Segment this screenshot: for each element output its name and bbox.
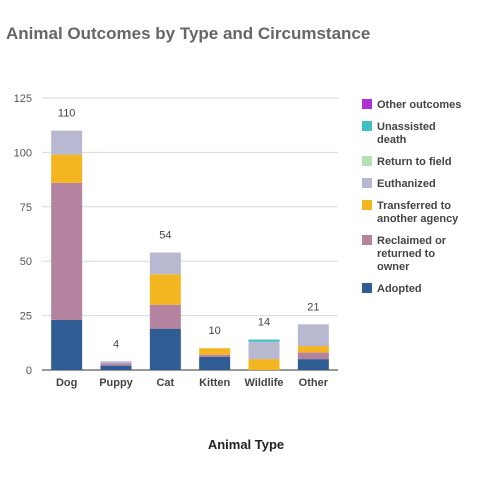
bar-segment-transferred-to-another-agency bbox=[199, 348, 231, 355]
bar-total-label: 110 bbox=[58, 108, 76, 120]
legend-label-transferred-to-another-agency: Transferred to another agency bbox=[377, 200, 459, 225]
x-tick-label: Wildlife bbox=[244, 377, 283, 389]
y-tick-label: 125 bbox=[14, 93, 32, 105]
legend-label-other-outcomes: Other outcomes bbox=[377, 99, 461, 111]
bar-segment-reclaimed-or-returned-to-owner bbox=[297, 352, 329, 360]
y-tick-label: 50 bbox=[20, 256, 32, 268]
bar-total-label: 10 bbox=[209, 325, 221, 337]
x-tick-label: Other bbox=[299, 377, 329, 389]
legend-swatch-transferred-to-another-agency bbox=[362, 200, 372, 210]
bar-segment-euthanized bbox=[248, 341, 280, 360]
legend-swatch-reclaimed-or-returned-to-owner bbox=[362, 235, 372, 245]
bar-segment-unassisted-death bbox=[248, 339, 280, 342]
x-tick-label: Kitten bbox=[199, 377, 230, 389]
bar-segment-euthanized bbox=[297, 324, 329, 347]
legend-swatch-other-outcomes bbox=[362, 99, 372, 109]
bar-segment-transferred-to-another-agency bbox=[297, 346, 329, 353]
legend-label-unassisted-death: Unassisted death bbox=[377, 121, 436, 146]
y-tick-label: 25 bbox=[20, 311, 32, 323]
legend-label-return-to-field: Return to field bbox=[377, 156, 452, 168]
bar-total-label: 21 bbox=[307, 301, 319, 313]
x-tick-label: Cat bbox=[156, 377, 174, 389]
bar-segment-adopted bbox=[199, 356, 231, 370]
bar-segment-transferred-to-another-agency bbox=[248, 359, 280, 370]
legend-label-reclaimed-or-returned-to-owner: Reclaimed or returned to owner bbox=[377, 235, 447, 273]
legend-swatch-unassisted-death bbox=[362, 121, 372, 131]
bar-segment-transferred-to-another-agency bbox=[149, 274, 181, 305]
legend-swatch-return-to-field bbox=[362, 156, 372, 166]
bar-segment-reclaimed-or-returned-to-owner bbox=[199, 354, 231, 357]
bar-segment-euthanized bbox=[149, 252, 181, 275]
legend-label-adopted: Adopted bbox=[377, 283, 422, 295]
bar-total-label: 4 bbox=[113, 338, 119, 350]
y-tick-label: 75 bbox=[20, 202, 32, 214]
legend-swatch-adopted bbox=[362, 283, 372, 293]
y-tick-label: 0 bbox=[26, 365, 32, 377]
bar-segment-adopted bbox=[100, 365, 132, 370]
legend-label-euthanized: Euthanized bbox=[377, 178, 436, 190]
x-tick-label: Dog bbox=[56, 377, 77, 389]
x-tick-label: Puppy bbox=[99, 377, 133, 389]
bar-segment-adopted bbox=[149, 328, 181, 370]
bar-segment-euthanized bbox=[51, 130, 83, 155]
bar-total-label: 54 bbox=[159, 229, 171, 241]
y-tick-label: 100 bbox=[14, 147, 32, 159]
bar-segment-reclaimed-or-returned-to-owner bbox=[51, 182, 83, 320]
x-axis-title: Animal Type bbox=[208, 437, 284, 452]
bar-segment-reclaimed-or-returned-to-owner bbox=[100, 363, 132, 366]
bar-total-label: 14 bbox=[258, 317, 270, 329]
bar-segment-adopted bbox=[51, 319, 83, 370]
bar-segment-euthanized bbox=[100, 361, 132, 364]
bar-segment-transferred-to-another-agency bbox=[51, 154, 83, 183]
chart-title: Animal Outcomes by Type and Circumstance bbox=[6, 24, 371, 43]
bar-segment-reclaimed-or-returned-to-owner bbox=[149, 304, 181, 329]
legend-swatch-euthanized bbox=[362, 178, 372, 188]
bar-segment-adopted bbox=[297, 359, 329, 370]
